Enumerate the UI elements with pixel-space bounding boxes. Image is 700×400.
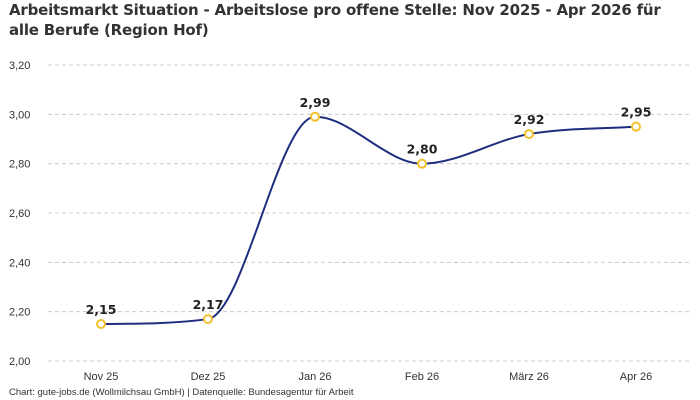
y-tick-label: 3,20 [9,60,30,72]
data-point [96,319,106,329]
x-tick-label: Jan 26 [298,371,331,383]
data-point [631,121,641,132]
data-label: 2,99 [300,95,331,110]
y-tick-label: 2,20 [9,307,30,319]
x-tick-label: Nov 25 [84,371,119,383]
y-tick-label: 2,00 [9,356,30,368]
chart-source-note: Chart: gute-jobs.de (Wollmilchsau GmbH) … [9,387,354,398]
data-point [203,314,213,325]
data-point [524,129,534,140]
data-point [417,158,427,169]
y-tick-label: 2,40 [9,257,30,269]
data-label: 2,80 [407,142,438,157]
x-tick-label: Apr 26 [620,371,652,383]
x-tick-label: März 26 [509,371,549,383]
y-tick-label: 3,00 [9,109,30,121]
x-tick-label: Dez 25 [191,371,226,383]
data-point [310,111,320,122]
data-label: 2,92 [514,112,545,127]
data-label: 2,15 [86,302,117,317]
data-label: 2,95 [621,105,652,120]
y-tick-label: 2,80 [9,159,30,171]
series-line [100,115,637,325]
chart-title: Arbeitsmarkt Situation - Arbeitslose pro… [9,1,661,39]
data-label: 2,17 [193,297,224,312]
x-tick-label: Feb 26 [405,371,439,383]
y-tick-label: 2,60 [9,208,30,220]
